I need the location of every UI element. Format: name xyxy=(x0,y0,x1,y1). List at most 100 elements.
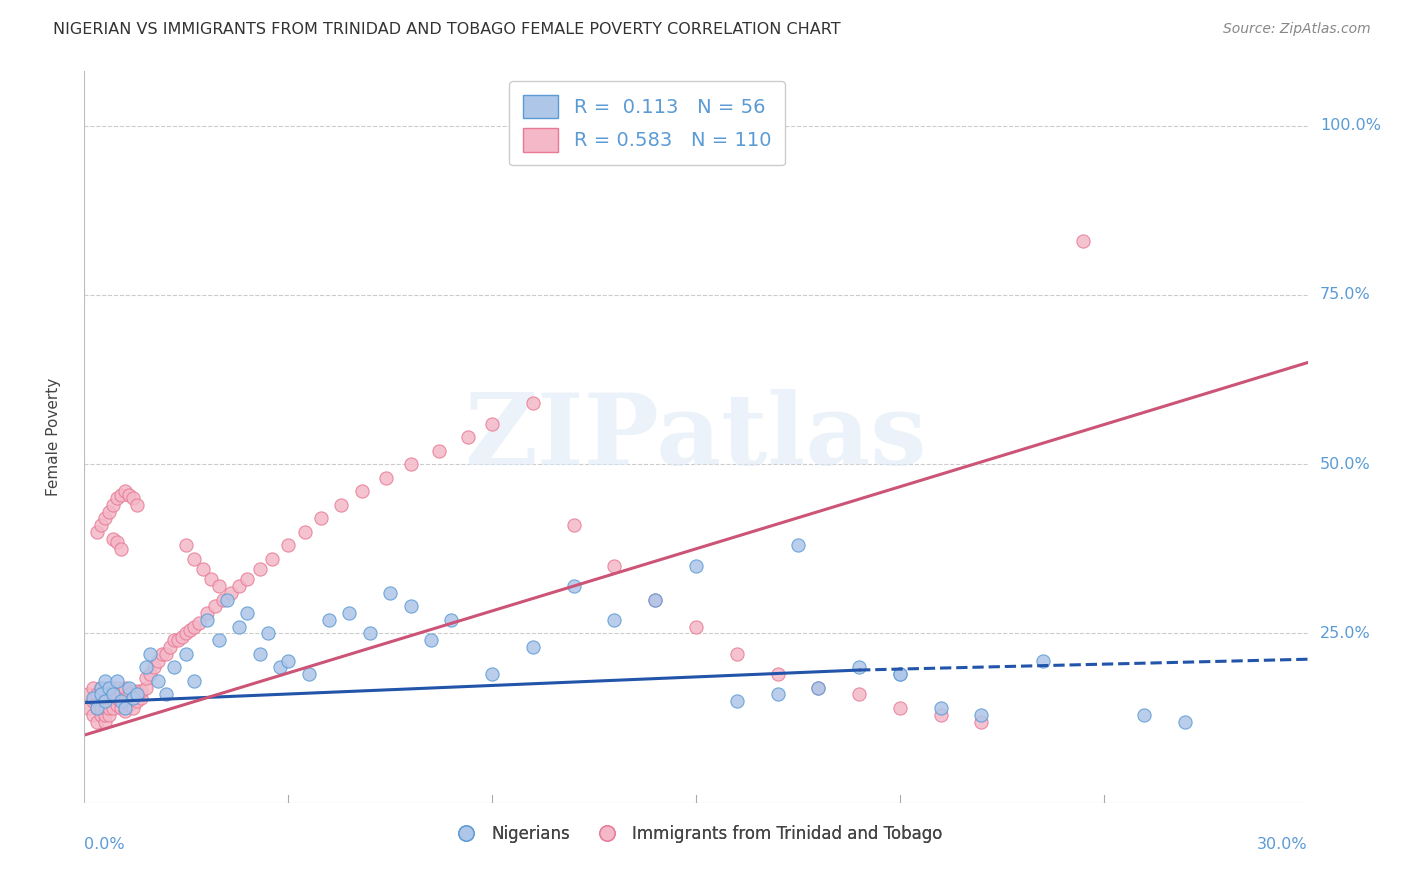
Point xyxy=(359,626,381,640)
Point xyxy=(101,498,124,512)
Point xyxy=(929,707,952,722)
Point xyxy=(93,688,115,702)
Point xyxy=(562,518,585,533)
Point xyxy=(127,498,149,512)
Point xyxy=(375,471,398,485)
Point xyxy=(685,620,707,634)
Point xyxy=(1133,707,1156,722)
Point xyxy=(848,688,870,702)
Point xyxy=(725,694,748,708)
Point xyxy=(562,579,585,593)
Point xyxy=(114,701,136,715)
Point xyxy=(93,673,115,688)
Point xyxy=(236,606,259,620)
Point xyxy=(889,667,911,681)
Point xyxy=(269,660,291,674)
Point xyxy=(889,701,911,715)
Point xyxy=(766,688,789,702)
Legend: Nigerians, Immigrants from Trinidad and Tobago: Nigerians, Immigrants from Trinidad and … xyxy=(443,818,949,849)
Point xyxy=(82,707,104,722)
Point xyxy=(420,633,443,648)
Point xyxy=(159,640,181,654)
Point xyxy=(603,558,626,573)
Text: 25.0%: 25.0% xyxy=(1320,626,1371,641)
Point xyxy=(481,417,503,431)
Point xyxy=(685,558,707,573)
Point xyxy=(135,660,157,674)
Point xyxy=(522,396,544,410)
Point xyxy=(644,592,666,607)
Point xyxy=(114,484,136,499)
Point xyxy=(427,443,450,458)
Point xyxy=(183,673,205,688)
Text: Source: ZipAtlas.com: Source: ZipAtlas.com xyxy=(1223,22,1371,37)
Point xyxy=(97,688,120,702)
Point xyxy=(970,707,993,722)
Point xyxy=(399,599,422,614)
Point xyxy=(260,552,283,566)
Point xyxy=(127,684,149,698)
Point xyxy=(970,714,993,729)
Point xyxy=(90,688,112,702)
Point xyxy=(101,688,124,702)
Point xyxy=(249,562,271,576)
Point xyxy=(228,620,250,634)
Point xyxy=(208,633,231,648)
Point xyxy=(110,688,132,702)
Point xyxy=(294,524,316,539)
Point xyxy=(277,654,299,668)
Text: 75.0%: 75.0% xyxy=(1320,287,1371,302)
Point xyxy=(219,586,242,600)
Text: 100.0%: 100.0% xyxy=(1320,118,1381,133)
Point xyxy=(122,701,145,715)
Point xyxy=(105,681,128,695)
Point xyxy=(135,671,157,685)
Point xyxy=(644,592,666,607)
Point xyxy=(101,532,124,546)
Point xyxy=(114,694,136,708)
Point xyxy=(131,690,153,705)
Point xyxy=(93,511,115,525)
Point xyxy=(93,707,115,722)
Point xyxy=(195,613,218,627)
Point xyxy=(146,673,169,688)
Point xyxy=(155,688,177,702)
Text: ZIPatlas: ZIPatlas xyxy=(465,389,927,485)
Point xyxy=(183,620,205,634)
Text: Female Poverty: Female Poverty xyxy=(46,378,62,496)
Text: 0.0%: 0.0% xyxy=(84,837,125,852)
Point xyxy=(1073,234,1095,248)
Point xyxy=(110,690,132,705)
Point xyxy=(118,688,141,702)
Point xyxy=(127,688,149,702)
Point xyxy=(86,701,108,715)
Point xyxy=(97,505,120,519)
Point xyxy=(187,616,209,631)
Point xyxy=(1032,654,1054,668)
Point xyxy=(93,701,115,715)
Point xyxy=(212,592,235,607)
Point xyxy=(127,694,149,708)
Point xyxy=(309,511,332,525)
Point xyxy=(90,707,112,722)
Point xyxy=(138,667,160,681)
Point xyxy=(114,681,136,695)
Point xyxy=(228,579,250,593)
Point xyxy=(440,613,463,627)
Point xyxy=(725,647,748,661)
Point xyxy=(77,701,100,715)
Point xyxy=(82,690,104,705)
Point xyxy=(86,688,108,702)
Point xyxy=(90,681,112,695)
Point xyxy=(105,690,128,705)
Point xyxy=(114,705,136,719)
Point xyxy=(90,518,112,533)
Point xyxy=(195,606,218,620)
Point xyxy=(101,690,124,705)
Point xyxy=(93,694,115,708)
Point xyxy=(350,484,373,499)
Point xyxy=(277,538,299,552)
Point xyxy=(204,599,226,614)
Point xyxy=(174,647,197,661)
Point xyxy=(110,488,132,502)
